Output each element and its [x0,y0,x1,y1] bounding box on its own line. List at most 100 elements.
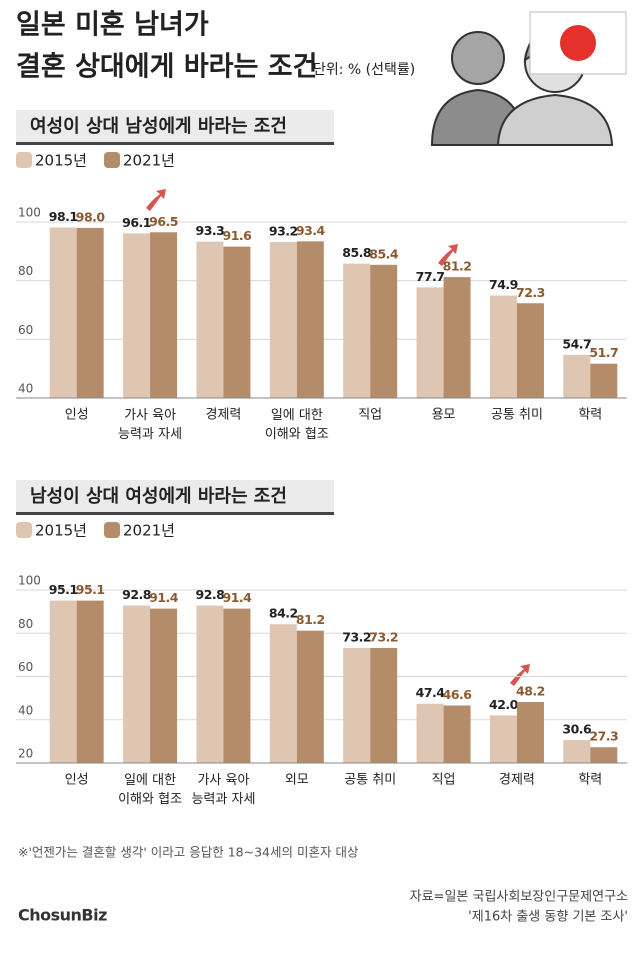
bar [590,747,618,763]
title-line: 결혼 상대에게 바라는 조건 [16,52,317,83]
bar [49,227,77,398]
x-tick-label: 직업 [358,408,382,423]
bar [370,264,398,398]
section-title-bg [16,110,334,144]
value-label: 93.2 [269,223,298,238]
value-label: 92.8 [196,587,225,602]
x-tick-label: 외모 [285,773,309,788]
bar [370,647,398,763]
y-tick-label: 80 [18,617,33,631]
legend-swatch [104,522,120,538]
bar [563,354,591,398]
bar [223,608,251,763]
bar [269,241,297,398]
value-label: 85.8 [342,245,371,260]
legend-label: 2021년 [123,152,175,170]
bar [590,363,618,398]
value-label: 84.2 [269,606,298,621]
bar [343,263,371,398]
section-title-bg [16,480,334,514]
x-tick-label: 경제력 [205,408,241,423]
y-tick-label: 80 [18,264,33,278]
value-label: 96.5 [149,214,178,229]
legend-swatch [16,522,32,538]
bar [123,233,151,398]
section-title-bar [16,512,334,515]
x-tick-label: 인성 [65,408,89,423]
bar [343,647,371,763]
bar [416,703,444,763]
x-tick-label: 일에 대한 이해와 협조 [265,408,329,442]
value-label: 93.3 [196,223,225,238]
value-label: 46.6 [443,687,473,702]
bar [516,702,544,763]
value-label: 91.4 [223,590,253,605]
value-label: 96.1 [122,215,151,230]
value-label: 73.2 [342,629,371,644]
y-tick-label: 60 [18,660,33,674]
footnote: ※'언젠가는 결혼할 생각' 이라고 응답한 18~34세의 미혼자 대상 [18,845,359,860]
value-label: 54.7 [562,336,591,351]
section-title-bar [16,142,334,145]
legend-label: 2015년 [35,152,87,170]
value-label: 98.1 [49,209,78,224]
value-label: 81.2 [296,612,325,627]
bar [269,624,297,763]
value-label: 74.9 [489,277,518,292]
bar [489,295,517,398]
japan-flag [529,11,627,75]
bar [150,608,178,763]
bar [516,303,544,398]
bar [76,227,104,398]
bar [296,630,324,763]
section-title: 남성이 상대 여성에게 바라는 조건 [30,486,287,507]
x-tick-label: 가사 육아 능력과 자세 [191,773,255,807]
value-label: 95.1 [49,582,78,597]
value-label: 98.0 [76,209,106,224]
value-label: 48.2 [516,684,545,699]
bar [223,246,251,398]
legend-label: 2015년 [35,522,87,540]
bar [196,605,224,763]
logo: ChosunBiz [18,906,107,925]
value-label: 91.4 [149,590,179,605]
value-label: 42.0 [489,697,519,712]
legend-label: 2021년 [123,522,175,540]
value-label: 72.3 [516,285,545,300]
bar [443,705,471,763]
x-tick-label: 공통 취미 [491,408,543,423]
y-tick-label: 100 [18,206,41,220]
value-label: 77.7 [416,269,445,284]
x-tick-label: 경제력 [499,773,535,788]
bar [443,277,471,398]
section-title: 여성이 상대 남성에게 바라는 조건 [30,116,287,137]
increase-arrow [146,189,530,686]
bar [76,600,104,763]
bar [416,287,444,398]
value-label: 91.6 [223,228,253,243]
x-tick-label: 학력 [578,773,602,788]
bar [196,241,224,398]
legend-swatch [16,152,32,168]
x-tick-label: 공통 취미 [344,773,396,788]
value-label: 92.8 [122,587,151,602]
x-tick-label: 가사 육아 능력과 자세 [118,408,182,442]
x-tick-label: 직업 [432,773,456,788]
value-label: 85.4 [369,246,399,261]
legend-swatch [104,152,120,168]
bar [489,715,517,763]
bar [150,232,178,398]
value-label: 81.2 [443,259,472,274]
x-tick-label: 학력 [578,408,602,423]
x-tick-label: 인성 [65,773,89,788]
value-label: 30.6 [562,722,592,737]
value-label: 47.4 [416,685,446,700]
bar [49,600,77,763]
source: 자료=일본 국립사회보장인구문제연구소 [410,890,628,905]
value-label: 95.1 [76,582,105,597]
y-tick-label: 20 [18,747,33,761]
source: '제16차 출생 동향 기본 조사' [468,910,628,925]
title-line: 일본 미혼 남녀가 [16,10,209,41]
value-label: 51.7 [589,345,618,360]
